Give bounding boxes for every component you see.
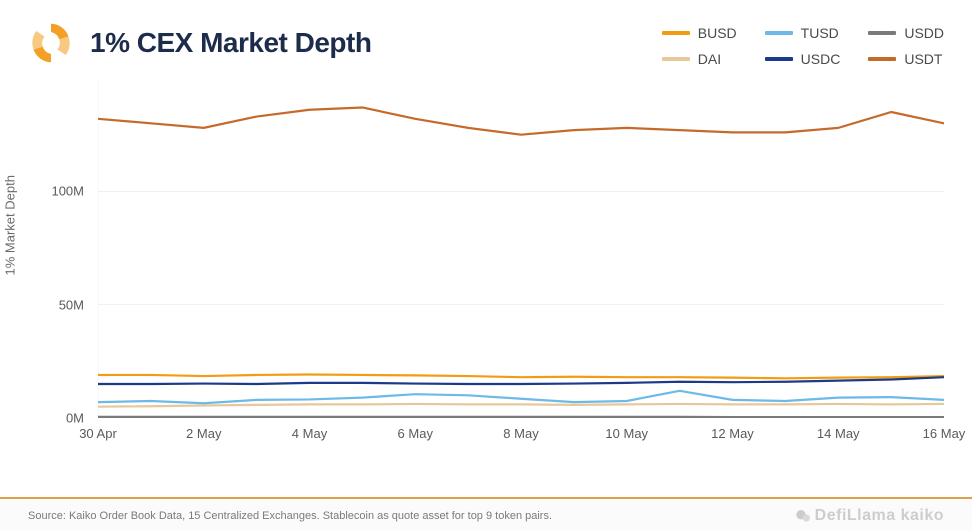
legend-swatch-icon [662, 57, 690, 61]
chart-title: 1% CEX Market Depth [90, 27, 371, 59]
legend-label: DAI [698, 51, 721, 67]
legend-label: USDT [904, 51, 942, 67]
legend-swatch-icon [765, 57, 793, 61]
plot-region [98, 78, 944, 418]
plot-svg [98, 78, 944, 418]
x-tick-label: 6 May [398, 426, 433, 441]
x-tick-label: 12 May [711, 426, 754, 441]
series-line-tusd [98, 391, 944, 403]
wechat-icon [795, 508, 811, 524]
y-tick-label: 50M [59, 297, 84, 312]
x-tick-label: 10 May [605, 426, 648, 441]
footer: Source: Kaiko Order Book Data, 15 Centra… [0, 497, 972, 531]
series-line-usdt [98, 107, 944, 134]
legend-item-tusd: TUSD [765, 22, 841, 44]
legend-item-usdd: USDD [868, 22, 944, 44]
legend-item-dai: DAI [662, 48, 737, 70]
legend-label: USDD [904, 25, 944, 41]
y-axis-label: 1% Market Depth [3, 175, 18, 275]
chart-area: 1% Market Depth 0M50M100M 30 Apr2 May4 M… [28, 78, 944, 458]
watermark: DefiLlama kaiko [795, 507, 944, 525]
x-ticks: 30 Apr2 May4 May6 May8 May10 May12 May14… [98, 426, 944, 446]
legend-swatch-icon [868, 57, 896, 61]
legend-swatch-icon [662, 31, 690, 35]
chart-container: 1% CEX Market Depth BUSD TUSD USDD DAI USDC U… [0, 0, 972, 531]
series-line-dai [98, 404, 944, 407]
x-tick-label: 16 May [923, 426, 966, 441]
x-tick-label: 14 May [817, 426, 860, 441]
legend-swatch-icon [868, 31, 896, 35]
x-tick-label: 30 Apr [79, 426, 117, 441]
legend-swatch-icon [765, 31, 793, 35]
y-tick-label: 100M [51, 184, 84, 199]
x-tick-label: 4 May [292, 426, 327, 441]
watermark-text: DefiLlama kaiko [815, 507, 944, 525]
legend-label: USDC [801, 51, 841, 67]
y-tick-label: 0M [66, 411, 84, 426]
title-wrap: 1% CEX Market Depth [28, 20, 371, 66]
legend-label: TUSD [801, 25, 839, 41]
x-tick-label: 2 May [186, 426, 221, 441]
legend-label: BUSD [698, 25, 737, 41]
brand-logo-icon [28, 20, 74, 66]
legend: BUSD TUSD USDD DAI USDC USDT [662, 20, 944, 70]
header: 1% CEX Market Depth BUSD TUSD USDD DAI USDC U… [28, 20, 944, 70]
legend-item-busd: BUSD [662, 22, 737, 44]
legend-item-usdc: USDC [765, 48, 841, 70]
y-ticks: 0M50M100M [28, 78, 88, 418]
x-tick-label: 8 May [503, 426, 538, 441]
source-text: Source: Kaiko Order Book Data, 15 Centra… [28, 510, 552, 522]
legend-item-usdt: USDT [868, 48, 944, 70]
series-line-busd [98, 374, 944, 378]
